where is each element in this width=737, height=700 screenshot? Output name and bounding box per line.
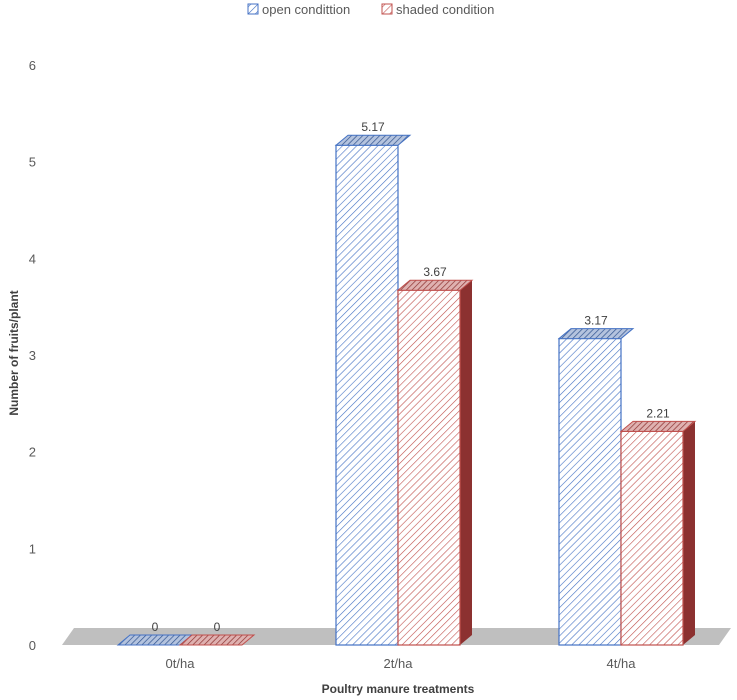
x-axis-title: Poultry manure treatments — [322, 682, 475, 696]
y-tick-label: 1 — [29, 541, 36, 556]
legend-label-open: open condittion — [262, 2, 350, 17]
bar-4t-ha-open-condittion-top — [557, 328, 635, 340]
y-axis: 0 1 2 3 4 5 6 — [29, 58, 36, 653]
legend: open condittion shaded condition — [247, 2, 494, 17]
legend-label-shaded: shaded condition — [396, 2, 494, 17]
bar-2t-ha-shaded-condition — [396, 279, 474, 646]
bar-0t-ha-shaded-condition-top — [178, 634, 256, 646]
y-tick-label: 3 — [29, 348, 36, 363]
data-label-2t-ha-open-condittion: 5.17 — [361, 120, 385, 134]
bar-2t-ha-shaded-condition-front — [397, 289, 461, 646]
bar-4t-ha-shaded-condition-front — [620, 430, 684, 646]
y-tick-label: 6 — [29, 58, 36, 73]
legend-swatch-shaded — [381, 3, 393, 15]
data-label-0t-ha-shaded-condition: 0 — [214, 620, 221, 634]
x-axis: 0t/ha 2t/ha 4t/ha — [166, 656, 637, 671]
bar-4t-ha-open-condittion — [557, 328, 635, 646]
bar-4t-ha-shaded-condition-side — [683, 421, 695, 645]
bar-2t-ha-open-condittion-top — [334, 134, 412, 146]
bar-4t-ha-shaded-condition-top — [619, 420, 697, 432]
data-labels: 0 0 5.17 3.67 3.17 2.21 — [152, 120, 670, 634]
y-tick-label: 4 — [29, 251, 36, 266]
legend-swatch-open — [247, 3, 259, 15]
x-tick-label: 2t/ha — [384, 656, 414, 671]
x-tick-label: 4t/ha — [607, 656, 637, 671]
bar-2t-ha-shaded-condition-top — [396, 279, 474, 291]
bar-4t-ha-open-condittion-front — [558, 337, 622, 646]
bar-0t-ha-open-condittion — [116, 634, 194, 646]
bar-2t-ha-shaded-condition-side — [460, 280, 472, 645]
bar-0t-ha-shaded-condition — [178, 634, 256, 646]
bar-2t-ha-open-condittion-front — [335, 144, 399, 646]
bar-4t-ha-shaded-condition — [619, 420, 697, 646]
data-label-0t-ha-open-condittion: 0 — [152, 620, 159, 634]
data-label-4t-ha-open-condittion: 3.17 — [584, 314, 608, 328]
bar-0t-ha-open-condittion-top — [116, 634, 194, 646]
y-tick-label: 0 — [29, 638, 36, 653]
y-tick-label: 5 — [29, 155, 36, 170]
data-label-4t-ha-shaded-condition: 2.21 — [646, 406, 670, 420]
bars — [116, 134, 697, 646]
y-tick-label: 2 — [29, 445, 36, 460]
y-axis-title: Number of fruits/plant — [7, 290, 21, 415]
data-label-2t-ha-shaded-condition: 3.67 — [423, 265, 447, 279]
x-tick-label: 0t/ha — [166, 656, 196, 671]
